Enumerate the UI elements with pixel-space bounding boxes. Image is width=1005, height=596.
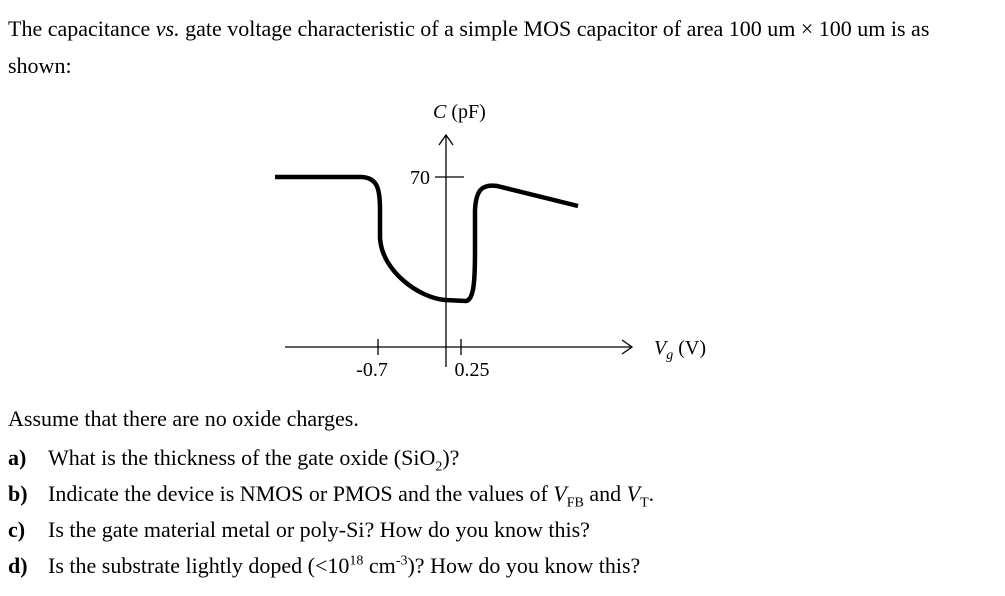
- x-tick-label: -0.7: [356, 359, 388, 381]
- question-text: Is the substrate lightly doped (<1018 cm…: [48, 553, 640, 579]
- y-tick-label: 70: [410, 167, 430, 189]
- assumption: Assume that there are no oxide charges.: [8, 406, 359, 431]
- question-letter: a): [8, 445, 27, 470]
- symbol: V: [626, 481, 641, 506]
- superscript: -3: [395, 553, 408, 569]
- x-tick-label: 0.25: [455, 359, 490, 381]
- text: What is the thickness of the gate oxide …: [48, 445, 436, 470]
- question-text: What is the thickness of the gate oxide …: [48, 445, 459, 475]
- question-letter: b): [8, 481, 28, 506]
- text: and: [583, 481, 627, 506]
- question-letter: c): [8, 517, 26, 542]
- cv-curve: [275, 174, 579, 304]
- x-label-var: V: [654, 337, 669, 359]
- text: cm: [363, 553, 396, 578]
- text: )?: [442, 445, 460, 470]
- subscript: 2: [435, 459, 443, 475]
- text: .: [648, 481, 655, 506]
- symbol: V: [553, 481, 567, 506]
- y-label-var: C: [433, 101, 447, 123]
- question-text: Indicate the device is NMOS or PMOS and …: [48, 481, 654, 511]
- text: Is the substrate lightly doped (<10: [48, 553, 350, 578]
- x-axis-label: Vg (V): [654, 337, 706, 363]
- subscript: T: [640, 495, 649, 511]
- intro-text: gate voltage characteristic of a simple …: [8, 16, 930, 78]
- y-arrow: [438, 133, 454, 146]
- subscript: FB: [566, 495, 584, 511]
- intro-italic: vs.: [155, 16, 180, 41]
- text: Indicate the device is NMOS or PMOS and …: [48, 481, 554, 506]
- y-label-unit: (pF): [446, 101, 485, 123]
- y-axis-label: C (pF): [433, 101, 486, 123]
- question-letter: d): [8, 553, 28, 578]
- intro: The capacitance vs. gate voltage charact…: [8, 10, 998, 84]
- question-text: Is the gate material metal or poly-Si? H…: [48, 517, 590, 542]
- text: )? How do you know this?: [407, 553, 641, 578]
- x-label-unit: (V): [673, 337, 706, 359]
- intro-text: The capacitance: [8, 16, 156, 41]
- superscript: 18: [349, 553, 364, 569]
- x-label-sub: g: [666, 348, 673, 363]
- x-arrow: [621, 339, 634, 355]
